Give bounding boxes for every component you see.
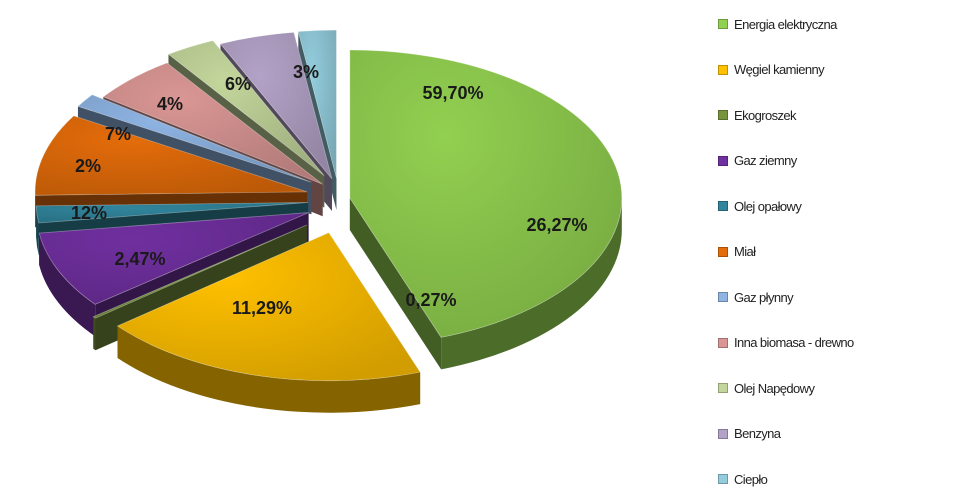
- legend-item: Gaz płynny: [718, 287, 794, 307]
- legend-item: Ekogroszek: [718, 105, 797, 125]
- legend-item: Gaz ziemny: [718, 151, 797, 171]
- legend-label: Ciepło: [734, 471, 768, 487]
- legend-swatch: [718, 155, 728, 166]
- legend-label: Ekogroszek: [734, 107, 797, 123]
- pie-slice-wall: [441, 197, 622, 370]
- data-label: 12%: [71, 203, 107, 223]
- data-label: 0,27%: [405, 290, 456, 310]
- legend-swatch: [718, 110, 728, 120]
- data-label: 26,27%: [526, 215, 587, 235]
- pie-slice: [349, 49, 623, 338]
- legend-item: Węgiel kamienny: [718, 60, 825, 80]
- pie-slice: [102, 62, 323, 185]
- legend-label: Energia elektryczna: [734, 16, 837, 32]
- data-label: 2%: [75, 156, 101, 176]
- legend-label: Gaz ziemny: [734, 153, 797, 168]
- legend-swatch: [718, 337, 728, 348]
- data-label: 6%: [225, 74, 251, 94]
- legend-label: Olej opałowy: [734, 198, 802, 214]
- data-label: 7%: [105, 124, 131, 144]
- legend-swatch: [718, 383, 728, 393]
- data-label: 4%: [157, 94, 183, 114]
- pie-slice: [297, 29, 337, 179]
- legend-item: Miał: [718, 242, 756, 262]
- legend-item: Energia elektryczna: [718, 14, 837, 34]
- data-label: 11,29%: [232, 298, 292, 318]
- pie-slice: [92, 224, 307, 319]
- data-label: 3%: [293, 62, 319, 82]
- legend-swatch: [718, 64, 728, 75]
- pie-slice-wall: [93, 316, 96, 351]
- pie-slice: [38, 212, 309, 305]
- legend-label: Gaz płynny: [734, 289, 794, 305]
- legend-item: Olej opałowy: [718, 196, 802, 216]
- legend-item: Inna biomasa - drewno: [718, 333, 854, 353]
- data-label: 2,47%: [114, 249, 165, 269]
- legend-label: Benzyna: [734, 426, 781, 441]
- legend-swatch: [718, 201, 728, 211]
- pie-slice-wall: [36, 205, 39, 255]
- legend-label: Inna biomasa - drewno: [734, 335, 854, 350]
- legend-item: Ciepło: [718, 469, 768, 489]
- legend-label: Miał: [734, 244, 756, 259]
- legend-swatch: [718, 474, 728, 484]
- legend-item: Benzyna: [718, 424, 781, 444]
- data-label: 59,70%: [422, 83, 483, 103]
- legend-label: Węgiel kamienny: [734, 62, 825, 77]
- pie-slice-wall: [117, 325, 421, 413]
- legend-label: Olej Napędowy: [734, 380, 815, 396]
- pie-chart-plot: 59,70% 26,27% 0,27% 11,29% 2,47% 12% 2%7% 4% 6% 3…: [34, 29, 623, 413]
- pie-slice: [34, 115, 308, 196]
- pie-slice: [77, 94, 312, 183]
- legend-item: Olej Napędowy: [718, 378, 815, 398]
- pie-slice: [167, 40, 325, 176]
- legend-swatch: [718, 19, 728, 29]
- legend-swatch: [718, 292, 728, 302]
- pie-slice: [35, 202, 309, 224]
- pie-slice-edge: [349, 197, 442, 370]
- pie-slice: [219, 31, 333, 180]
- pie-slice: [116, 232, 421, 382]
- legend-swatch: [718, 246, 728, 257]
- pie-slice-wall: [39, 233, 96, 337]
- legend-swatch: [718, 428, 728, 439]
